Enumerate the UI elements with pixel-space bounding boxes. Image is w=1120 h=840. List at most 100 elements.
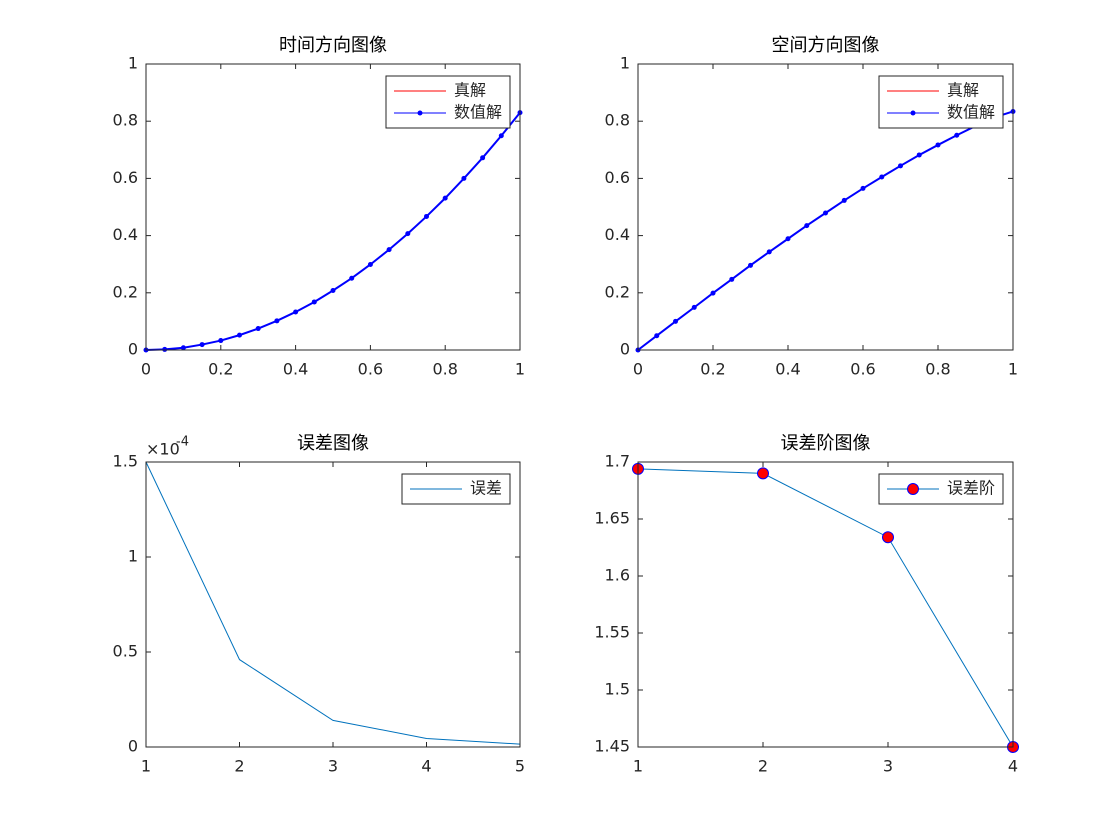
y-tick-label: 0 xyxy=(128,737,138,756)
x-tick-label: 1 xyxy=(1008,360,1018,379)
marker xyxy=(729,276,735,282)
legend-marker xyxy=(910,110,916,116)
x-tick-label: 0.6 xyxy=(358,360,383,379)
marker xyxy=(349,275,355,281)
y-multiplier-exponent: -4 xyxy=(176,435,189,450)
marker xyxy=(860,185,866,191)
marker xyxy=(405,231,411,237)
marker xyxy=(255,326,261,332)
legend-label: 数值解 xyxy=(454,103,502,122)
series-line xyxy=(145,461,521,745)
marker xyxy=(823,210,828,216)
marker xyxy=(274,318,280,324)
y-tick-label: 0.5 xyxy=(113,642,138,661)
marker xyxy=(841,197,847,203)
legend-label: 误差阶 xyxy=(947,479,995,498)
x-tick-label: 0.4 xyxy=(283,360,308,379)
marker xyxy=(654,333,660,339)
legend-label: 真解 xyxy=(454,81,486,100)
chart-title: 时间方向图像 xyxy=(279,35,387,56)
y-tick-label: 1.45 xyxy=(594,737,630,756)
marker xyxy=(461,175,467,181)
legend-label: 数值解 xyxy=(947,103,995,122)
marker xyxy=(330,288,336,294)
marker xyxy=(673,318,678,324)
marker xyxy=(748,262,753,268)
y-tick-label: 1 xyxy=(128,54,138,73)
legend-box xyxy=(878,75,1004,129)
legend-label: 真解 xyxy=(947,81,979,100)
marker xyxy=(766,249,772,255)
x-tick-label: 0.8 xyxy=(925,360,950,379)
x-tick-label: 5 xyxy=(515,757,525,776)
x-tick-label: 0.4 xyxy=(775,360,800,379)
y-tick-label: 1.7 xyxy=(605,452,630,471)
marker xyxy=(498,133,504,139)
y-tick-label: 1.65 xyxy=(594,509,630,528)
x-tick-label: 2 xyxy=(758,757,768,776)
marker xyxy=(954,132,960,138)
legend-box xyxy=(385,75,511,129)
marker xyxy=(311,299,317,305)
legend-marker xyxy=(907,483,919,495)
marker xyxy=(293,309,299,315)
legend-label: 误差 xyxy=(470,479,502,498)
axes-background xyxy=(638,462,1013,747)
y-tick-label: 0.4 xyxy=(605,225,630,244)
marker xyxy=(424,213,429,219)
marker xyxy=(757,467,769,480)
x-tick-label: 3 xyxy=(883,757,893,776)
marker xyxy=(480,155,486,161)
marker xyxy=(367,261,373,267)
x-tick-label: 0.8 xyxy=(432,360,457,379)
marker xyxy=(162,346,168,352)
marker xyxy=(916,152,922,158)
marker xyxy=(386,247,392,253)
x-tick-label: 1 xyxy=(633,757,643,776)
x-tick-label: 4 xyxy=(1008,757,1018,776)
y-tick-label: 0 xyxy=(128,340,138,359)
marker xyxy=(898,163,903,169)
x-tick-label: 0.2 xyxy=(208,360,233,379)
axes-background xyxy=(146,462,520,747)
x-tick-label: 0.6 xyxy=(850,360,875,379)
x-tick-label: 4 xyxy=(421,757,431,776)
legend-marker xyxy=(417,110,423,116)
marker xyxy=(882,531,894,544)
x-tick-label: 3 xyxy=(328,757,338,776)
marker xyxy=(180,345,186,351)
y-tick-label: 1 xyxy=(620,54,630,73)
marker xyxy=(879,174,885,180)
y-tick-label: 0.6 xyxy=(113,168,138,187)
chart-title: 空间方向图像 xyxy=(772,35,880,56)
axes-box xyxy=(637,63,1014,351)
x-tick-label: 0.2 xyxy=(700,360,725,379)
x-tick-label: 0 xyxy=(633,360,643,379)
y-tick-label: 1.5 xyxy=(113,452,138,471)
x-tick-label: 1 xyxy=(515,360,525,379)
y-tick-label: 0.2 xyxy=(605,282,630,301)
chart-title: 误差阶图像 xyxy=(781,433,871,454)
x-tick-label: 1 xyxy=(141,757,151,776)
marker xyxy=(785,236,791,242)
y-tick-label: 1.6 xyxy=(605,566,630,585)
y-tick-label: 0.8 xyxy=(605,111,630,130)
x-tick-label: 2 xyxy=(234,757,244,776)
y-tick-label: 1 xyxy=(128,547,138,566)
y-tick-label: 1.5 xyxy=(605,680,630,699)
marker xyxy=(804,223,810,229)
marker xyxy=(199,342,205,348)
marker xyxy=(442,195,448,201)
y-tick-label: 0 xyxy=(620,340,630,359)
x-tick-label: 0 xyxy=(141,360,151,379)
series-line xyxy=(637,468,1014,748)
chart-title: 误差图像 xyxy=(297,433,369,454)
marker xyxy=(935,142,941,148)
y-tick-label: 1.55 xyxy=(594,623,630,642)
y-tick-label: 0.4 xyxy=(113,225,138,244)
marker xyxy=(218,338,224,344)
y-tick-label: 0.2 xyxy=(113,282,138,301)
axes-box xyxy=(637,461,1014,748)
y-multiplier: ×10 xyxy=(146,440,180,459)
